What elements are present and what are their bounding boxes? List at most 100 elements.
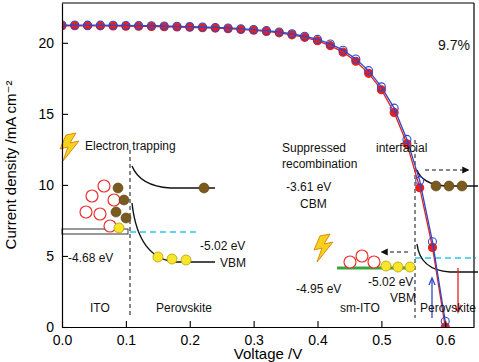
- arrow: [425, 169, 468, 170]
- data-point: [71, 22, 79, 30]
- tick: 15: [38, 106, 68, 122]
- inset-label: -3.61 eV: [286, 180, 331, 194]
- tick-mark: [381, 321, 382, 327]
- hole: [368, 256, 380, 268]
- hole: [344, 256, 356, 268]
- y-axis-title: Current density /mA cm⁻²: [2, 81, 19, 250]
- tick-label: 15: [38, 106, 54, 122]
- tick-label: 0: [46, 319, 54, 335]
- tick-mark: [254, 321, 255, 327]
- tick-label: 0.6: [436, 332, 456, 348]
- data-point: [84, 21, 92, 29]
- inset-label: sm-ITO: [340, 301, 380, 315]
- data-point: [326, 40, 334, 48]
- electron: [199, 183, 209, 193]
- data-point: [224, 24, 232, 32]
- inset-label: ITO: [90, 301, 110, 315]
- tick-mark: [62, 327, 68, 328]
- data-point: [173, 22, 181, 30]
- tick: 20: [38, 35, 68, 51]
- tick-label: 0.0: [53, 332, 73, 348]
- fermi-level: [415, 257, 476, 259]
- inset-label: -4.95 eV: [296, 282, 341, 296]
- tick: 0.6: [436, 321, 456, 348]
- tick-label: 10: [38, 177, 54, 193]
- tick: 0.5: [372, 321, 392, 348]
- light-icon: [314, 234, 333, 262]
- inset-label: Perovskite: [156, 301, 212, 315]
- tick: 0.1: [117, 321, 137, 348]
- inset-label: -4.68 eV: [68, 251, 113, 265]
- data-point: [250, 26, 258, 34]
- tick-label: 0.2: [181, 332, 201, 348]
- hole-yellow: [167, 254, 177, 264]
- hole: [98, 180, 110, 192]
- data-point: [135, 22, 143, 30]
- electron: [113, 183, 123, 193]
- hole: [356, 250, 368, 262]
- tick-label: 5: [46, 248, 54, 264]
- data-point: [390, 104, 398, 112]
- data-point: [288, 30, 296, 38]
- inset-label: Perovskite: [420, 301, 476, 315]
- data-point: [71, 21, 79, 29]
- hole: [86, 190, 98, 202]
- data-point: [147, 22, 155, 30]
- tick-mark: [190, 321, 191, 327]
- arrow: [382, 251, 408, 252]
- efficiency-label: 9.7%: [438, 37, 470, 53]
- data-point: [301, 32, 309, 40]
- series-line: [62, 25, 445, 321]
- axis-line: [63, 327, 475, 328]
- hole-yellow: [381, 261, 391, 271]
- electron: [119, 195, 129, 205]
- electron: [431, 181, 441, 191]
- tick: 0.3: [244, 321, 264, 348]
- tick: 5: [46, 248, 68, 264]
- data-point: [237, 25, 245, 33]
- tick-label: 0.1: [117, 332, 137, 348]
- inset-label: interfacial: [376, 141, 427, 155]
- data-point: [365, 67, 373, 75]
- data-point: [275, 28, 283, 36]
- hole-yellow: [114, 223, 124, 233]
- tick-mark: [62, 43, 68, 44]
- hole-yellow: [405, 262, 415, 272]
- data-point: [199, 23, 207, 31]
- data-point: [160, 22, 168, 30]
- data-point: [416, 177, 424, 185]
- data-point: [96, 21, 104, 29]
- frame: [62, 2, 474, 3]
- tick: 0: [46, 319, 68, 335]
- inset-label: VBM: [390, 291, 416, 305]
- tick-mark: [62, 114, 68, 115]
- data-point: [262, 27, 270, 35]
- data-point: [211, 23, 219, 31]
- tick-label: 0.4: [308, 332, 328, 348]
- hole-yellow: [393, 262, 403, 272]
- plot-area: [62, 21, 449, 327]
- inset-label: VBM: [220, 256, 246, 270]
- tick-mark: [126, 321, 127, 327]
- inset-label: recombination: [282, 157, 357, 171]
- hole-yellow: [153, 252, 163, 262]
- x-axis: 0.0 0.1 0.2 0.3 0.4 0.5 0.6: [53, 321, 475, 348]
- tick: 0.4: [308, 321, 328, 348]
- data-point: [122, 21, 130, 29]
- interface: [130, 150, 131, 318]
- tick-label: 0.5: [372, 332, 392, 348]
- electron: [111, 207, 121, 217]
- inset-label: CBM: [300, 197, 327, 211]
- electron: [444, 181, 454, 191]
- tick-mark: [317, 321, 318, 327]
- inset-schematic: [60, 133, 478, 318]
- data-point: [96, 22, 104, 30]
- inset-label: Suppressed: [282, 141, 346, 155]
- axis-line: [62, 4, 63, 328]
- scan-arrow: [429, 278, 435, 285]
- data-point: [314, 35, 322, 43]
- frame: [473, 3, 474, 327]
- series-line: [62, 26, 445, 327]
- data-point: [122, 22, 130, 30]
- inset-label: -5.02 eV: [368, 275, 413, 289]
